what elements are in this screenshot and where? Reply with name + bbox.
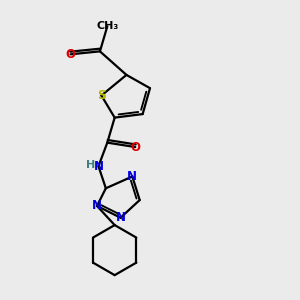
Text: CH₃: CH₃ <box>96 21 118 31</box>
Text: N: N <box>127 170 137 183</box>
Text: O: O <box>130 141 140 154</box>
Text: N: N <box>116 211 126 224</box>
Text: S: S <box>97 89 106 102</box>
Text: N: N <box>92 200 102 212</box>
Text: O: O <box>65 48 76 61</box>
Text: N: N <box>94 160 103 173</box>
Text: H: H <box>85 160 95 170</box>
